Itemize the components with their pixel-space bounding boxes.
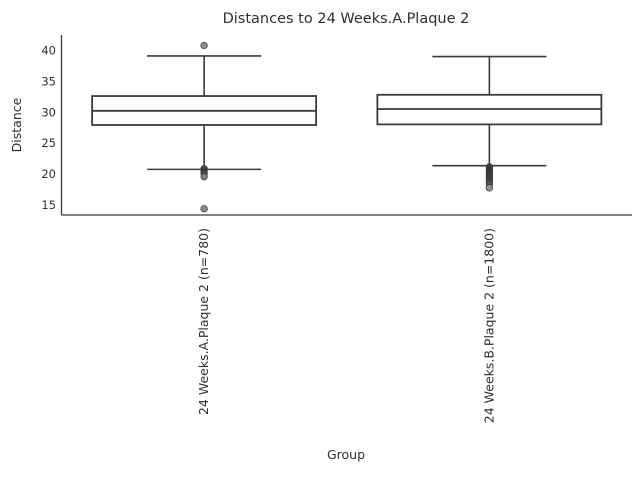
y-tick-label: 20 — [41, 167, 56, 181]
box-group — [91, 41, 318, 213]
outlier-point — [200, 205, 208, 213]
y-tick-label: 30 — [41, 105, 56, 119]
x-axis-label: Group — [327, 447, 365, 462]
y-tick-label: 25 — [41, 136, 56, 150]
y-tick-label: 35 — [41, 75, 56, 89]
y-axis-label: Distance — [9, 97, 24, 152]
outlier-point — [200, 173, 208, 181]
outlier-point — [200, 41, 208, 50]
x-tick-label: 24 Weeks.B.Plaque 2 (n=1800) — [481, 228, 496, 423]
plot-content — [91, 41, 603, 213]
y-tick-labels: 15 20 25 30 35 40 — [41, 44, 56, 212]
x-tick-label: 24 Weeks.A.Plaque 2 (n=780) — [196, 228, 211, 415]
axes-spines — [60, 35, 632, 216]
y-tick-label: 40 — [41, 44, 56, 58]
outlier-point — [485, 184, 494, 192]
box-group — [376, 55, 603, 192]
y-tick-label: 15 — [41, 198, 56, 212]
chart-title: Distances to 24 Weeks.A.Plaque 2 — [223, 11, 470, 27]
x-tick-labels: 24 Weeks.A.Plaque 2 (n=780) 24 Weeks.B.Pl… — [196, 228, 496, 423]
